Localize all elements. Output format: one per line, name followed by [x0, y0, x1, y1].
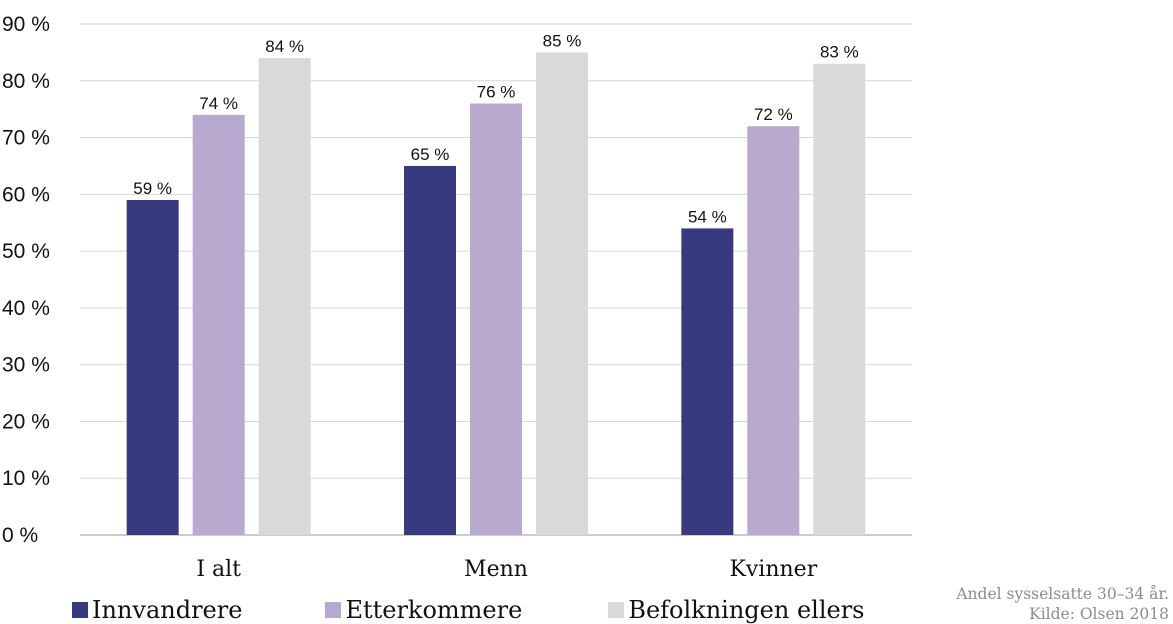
x-category-label: Kvinner: [729, 557, 817, 582]
legend-item-befolkningen-ellers: Befolkningen ellers: [608, 596, 865, 624]
bar: [126, 200, 179, 535]
legend-label-etterkommere: Etterkommere: [345, 596, 523, 624]
y-tick-label: 70 %: [2, 127, 50, 150]
data-label: 84 %: [265, 37, 304, 56]
data-label: 76 %: [477, 82, 516, 101]
data-label: 54 %: [688, 207, 727, 226]
y-tick-label: 0 %: [2, 524, 38, 547]
bar: [404, 165, 456, 535]
y-tick-label: 60 %: [2, 183, 50, 206]
note-line-1: Andel sysselsatte 30–34 år.: [956, 585, 1169, 603]
data-label: 85 %: [543, 31, 582, 50]
bar: [536, 52, 588, 536]
legend-swatch-befolkningen-ellers: [608, 602, 625, 618]
data-label: 72 %: [754, 105, 793, 124]
legend-swatch-innvandrere: [72, 602, 88, 618]
legend-item-innvandrere: Innvandrere: [72, 596, 242, 624]
y-tick-label: 40 %: [2, 297, 50, 320]
legend: Innvandrere Etterkommere Befolkningen el…: [72, 596, 865, 624]
bar: [747, 126, 800, 535]
y-tick-label: 20 %: [2, 410, 50, 433]
bar: [813, 63, 866, 535]
bar: [192, 114, 245, 535]
data-label: 83 %: [820, 43, 859, 62]
y-tick-label: 10 %: [2, 467, 50, 490]
data-label: 65 %: [411, 145, 450, 164]
x-category-label: I alt: [196, 557, 241, 582]
bar: [258, 58, 311, 536]
bar: [470, 103, 522, 535]
legend-item-etterkommere: Etterkommere: [325, 596, 522, 624]
data-label: 74 %: [199, 94, 238, 113]
y-tick-label: 50 %: [2, 240, 50, 263]
bar: [681, 228, 734, 535]
y-tick-label: 90 %: [2, 13, 50, 36]
legend-swatch-etterkommere: [325, 602, 342, 618]
source-note: Andel sysselsatte 30–34 år. Kilde: Olsen…: [956, 584, 1169, 624]
legend-label-befolkningen-ellers: Befolkningen ellers: [628, 596, 865, 624]
y-tick-label: 80 %: [2, 70, 50, 93]
note-line-2: Kilde: Olsen 2018: [1029, 605, 1169, 623]
legend-label-innvandrere: Innvandrere: [92, 596, 243, 624]
y-tick-label: 30 %: [2, 354, 50, 377]
x-category-label: Menn: [464, 557, 528, 582]
data-label: 59 %: [133, 179, 172, 198]
